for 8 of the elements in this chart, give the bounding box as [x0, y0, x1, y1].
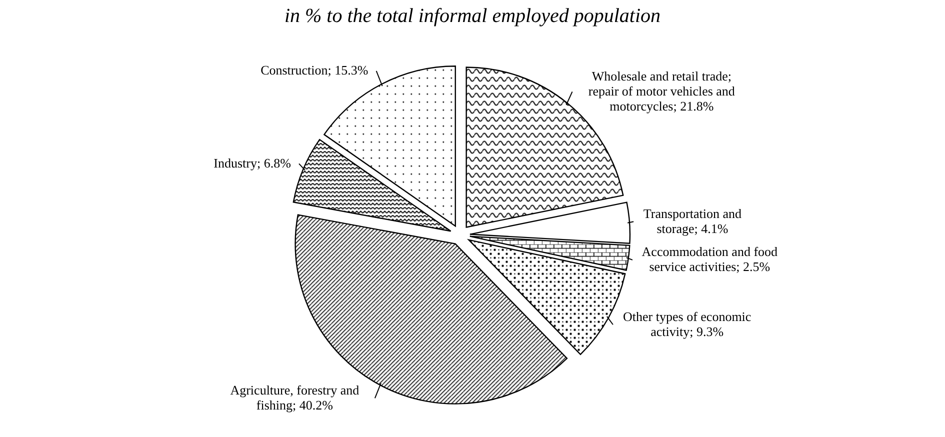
slice-label: Other types of economic activity; 9.3%: [623, 308, 752, 339]
slice-label: Accommodation and food service activities; 2.5%: [642, 244, 778, 274]
slice-label: Agriculture, forestry and fishing; 40.2%: [230, 382, 360, 412]
slice-label: Transportation and storage; 4.1%: [643, 206, 742, 236]
slice-label: Wholesale and retail trade; repair of motor vehicles and motorcycles; 21.8%: [588, 68, 736, 114]
slice-label: Industry; 6.8%: [214, 155, 292, 170]
slice-label: Construction; 15.3%: [260, 62, 368, 78]
chart-title: in % to the total informal employed population: [284, 5, 661, 27]
